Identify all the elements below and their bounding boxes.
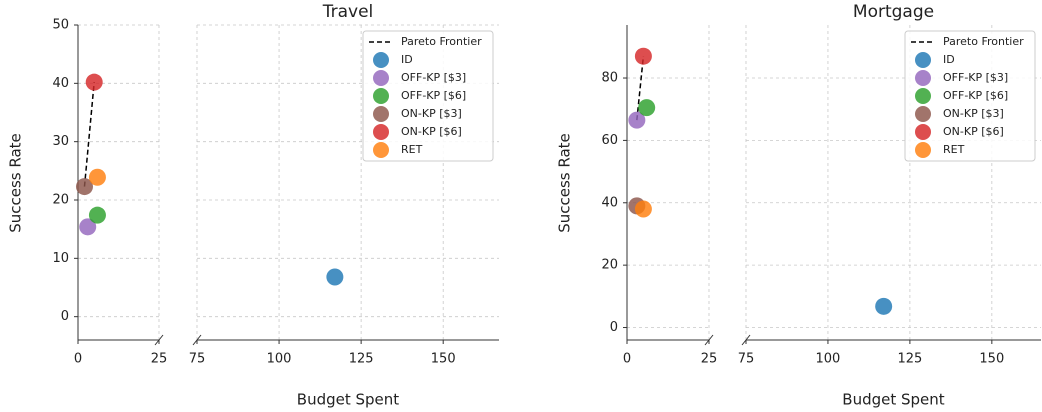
x-axis-label: Budget Spent bbox=[297, 391, 399, 409]
legend-label: ID bbox=[401, 53, 413, 66]
x-tick-label: 100 bbox=[816, 352, 841, 367]
axis-break bbox=[704, 334, 714, 346]
chart-title: Travel bbox=[322, 2, 374, 22]
axis-break bbox=[192, 334, 202, 346]
y-tick-label: 30 bbox=[52, 134, 69, 149]
x-tick-label: 25 bbox=[701, 352, 718, 367]
x-tick-label: 125 bbox=[897, 352, 922, 367]
data-point bbox=[634, 200, 652, 218]
legend-label: OFF-KP [$3] bbox=[943, 71, 1008, 84]
x-tick-label: 150 bbox=[979, 352, 1004, 367]
data-point bbox=[326, 268, 344, 286]
data-point bbox=[79, 218, 97, 236]
data-point bbox=[75, 178, 93, 196]
legend-label: ON-KP [$6] bbox=[401, 125, 462, 138]
pareto-line bbox=[83, 82, 95, 187]
legend-marker bbox=[915, 142, 931, 158]
legend-label: ON-KP [$6] bbox=[943, 125, 1004, 138]
y-tick-label: 0 bbox=[610, 320, 618, 335]
legend-marker bbox=[915, 52, 931, 68]
chart-title: Mortgage bbox=[853, 2, 934, 22]
legend-marker bbox=[915, 124, 931, 140]
pareto-line bbox=[636, 56, 645, 121]
x-tick-label: 100 bbox=[267, 352, 292, 367]
x-tick-label: 0 bbox=[623, 352, 631, 367]
x-tick-label: 125 bbox=[349, 352, 374, 367]
legend-marker bbox=[373, 142, 389, 158]
data-point bbox=[628, 111, 646, 129]
y-axis-label: Success Rate bbox=[7, 133, 25, 233]
data-point bbox=[88, 168, 106, 186]
data-point bbox=[88, 206, 106, 224]
y-tick-label: 20 bbox=[601, 258, 618, 273]
legend-box bbox=[362, 30, 494, 162]
x-tick-label: 75 bbox=[738, 352, 755, 367]
legend-marker bbox=[373, 124, 389, 140]
legend-marker bbox=[373, 106, 389, 122]
y-tick-label: 50 bbox=[52, 18, 69, 33]
y-tick-label: 0 bbox=[61, 309, 69, 324]
legend-label: Pareto Frontier bbox=[401, 35, 482, 48]
y-tick-label: 80 bbox=[601, 71, 618, 86]
legend-label: Pareto Frontier bbox=[943, 35, 1024, 48]
y-axis-label: Success Rate bbox=[556, 133, 574, 233]
x-tick-label: 25 bbox=[151, 352, 168, 367]
legend-box bbox=[904, 30, 1036, 162]
legend-marker bbox=[373, 52, 389, 68]
axis-break bbox=[741, 334, 751, 346]
legend-marker bbox=[373, 70, 389, 86]
legend-marker bbox=[915, 70, 931, 86]
data-point bbox=[85, 73, 103, 91]
data-point bbox=[634, 47, 652, 65]
x-tick-label: 150 bbox=[431, 352, 456, 367]
subplot: 0 20 40 60 80 0 25 75 100 125 150 Mortgage Budget Sp… bbox=[556, 2, 1041, 409]
y-tick-label: 10 bbox=[52, 251, 69, 266]
axis-break bbox=[154, 334, 164, 346]
y-tick-label: 40 bbox=[52, 76, 69, 91]
x-tick-label: 75 bbox=[189, 352, 206, 367]
legend-label: OFF-KP [$6] bbox=[943, 89, 1008, 102]
subplot: 0 10 20 30 40 50 0 25 75 100 125 150 Travel Budget Sp… bbox=[7, 2, 499, 409]
legend-label: ON-KP [$3] bbox=[401, 107, 462, 120]
legend-marker bbox=[373, 88, 389, 104]
legend-label: OFF-KP [$6] bbox=[401, 89, 466, 102]
y-tick-label: 20 bbox=[52, 193, 69, 208]
legend-label: ID bbox=[943, 53, 955, 66]
legend-label: OFF-KP [$3] bbox=[401, 71, 466, 84]
x-tick-label: 0 bbox=[74, 352, 82, 367]
legend-marker bbox=[915, 88, 931, 104]
legend-label: ON-KP [$3] bbox=[943, 107, 1004, 120]
legend-label: RET bbox=[943, 143, 965, 156]
legend-label: RET bbox=[401, 143, 423, 156]
y-tick-label: 60 bbox=[601, 133, 618, 148]
data-point bbox=[638, 99, 656, 117]
x-axis-label: Budget Spent bbox=[842, 391, 944, 409]
data-point bbox=[875, 297, 893, 315]
y-tick-label: 40 bbox=[601, 195, 618, 210]
legend-marker bbox=[915, 106, 931, 122]
